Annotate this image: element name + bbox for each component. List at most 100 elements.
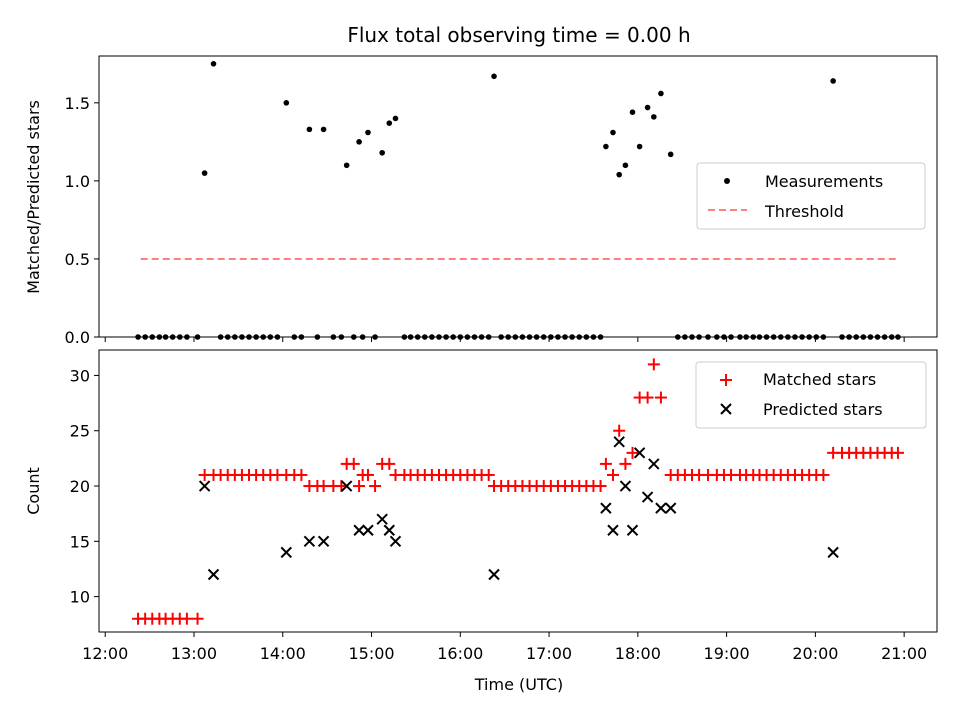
top-plot-frame <box>98 55 938 338</box>
chart-title: Flux total observing time = 0.00 h <box>347 23 690 47</box>
measurement-point <box>629 109 636 115</box>
predicted-star-point <box>303 535 316 548</box>
predicted-star-point <box>641 491 654 503</box>
matched-star-point <box>191 612 204 625</box>
measurement-point <box>622 162 629 169</box>
measurement-point <box>491 73 497 80</box>
predicted-star-point <box>664 502 677 514</box>
matched-star-point <box>619 457 632 470</box>
predicted-star-point <box>207 568 220 581</box>
predicted-star-point <box>362 524 374 536</box>
legend-predicted-marker <box>720 403 732 415</box>
predicted-star-point <box>389 535 402 548</box>
matched-star-point <box>383 457 396 470</box>
matched-star-point <box>599 457 612 470</box>
top-y-tick-label: 1.0 <box>65 172 90 191</box>
measurement-point <box>201 170 208 176</box>
predicted-star-point <box>655 502 667 514</box>
predicted-star-point <box>607 524 619 536</box>
matched-star-point <box>369 480 382 493</box>
legend-measurements-label: Measurements <box>765 172 883 191</box>
measurement-point <box>610 129 616 136</box>
bottom-legend: Matched stars Predicted stars <box>695 361 927 429</box>
legend-matched-marker <box>720 374 732 386</box>
measurement-point <box>386 120 393 126</box>
x-tick-label: 16:00 <box>437 644 483 663</box>
bottom-y-tick-label: 25 <box>70 422 90 441</box>
top-y-tick-label: 1.5 <box>65 94 90 113</box>
predicted-star-point <box>633 447 646 459</box>
predicted-star-point <box>383 524 395 536</box>
x-tick-label: 17:00 <box>526 644 572 663</box>
matched-star-point <box>606 468 619 481</box>
measurement-point <box>379 149 385 156</box>
measurement-point <box>365 129 371 136</box>
predicted-star-point <box>376 513 388 525</box>
measurement-point <box>306 126 313 133</box>
legend-matched-label: Matched stars <box>763 370 876 389</box>
bottom-y-tick-label: 30 <box>70 366 90 385</box>
legend-threshold-label: Threshold <box>764 202 844 221</box>
matched-star-point <box>613 424 626 437</box>
x-tick-label: 12:00 <box>82 644 128 663</box>
matched-star-point <box>626 446 639 459</box>
bottom-y-axis-label: Count <box>24 467 43 515</box>
matched-star-point <box>647 358 660 371</box>
predicted-star-point <box>626 524 639 536</box>
legend-predicted-label: Predicted stars <box>763 400 883 419</box>
measurement-point <box>658 90 664 97</box>
legend-measurements-marker <box>724 178 730 184</box>
measurement-point <box>392 115 399 122</box>
top-y-axis-label: Matched/Predicted stars <box>24 100 43 294</box>
measurement-point <box>603 143 609 150</box>
predicted-star-point <box>827 546 839 559</box>
x-axis-label: Time (UTC) <box>474 675 563 694</box>
predicted-star-point <box>648 458 660 470</box>
x-tick-label: 20:00 <box>792 644 838 663</box>
x-tick-label: 19:00 <box>704 644 750 663</box>
measurement-point <box>830 78 836 84</box>
predicted-star-point <box>488 568 500 581</box>
matched-star-point <box>347 457 360 470</box>
matched-star-point <box>482 468 495 481</box>
bottom-plot: 10 15 20 25 30 12:00 13:00 14:00 15:00 16:00 17:00… <box>70 358 927 663</box>
predicted-star-point <box>353 524 365 536</box>
bottom-y-tick-label: 20 <box>70 477 90 496</box>
matched-star-point <box>594 480 607 493</box>
matched-star-point <box>654 391 667 404</box>
predicted-star-point <box>613 436 625 448</box>
measurement-point <box>283 100 290 106</box>
bottom-y-tick-label: 10 <box>70 588 90 607</box>
x-tick-label: 18:00 <box>615 644 661 663</box>
top-legend: Measurements Threshold <box>696 162 926 230</box>
measurement-point <box>616 171 622 178</box>
measurement-point <box>667 151 674 158</box>
bottom-legend-box <box>695 361 927 429</box>
measurement-point <box>343 162 350 169</box>
x-tick-label: 15:00 <box>348 644 394 663</box>
matched-star-point <box>295 468 308 481</box>
predicted-star-point <box>340 480 353 492</box>
bottom-plot-frame <box>98 349 938 633</box>
matched-star-point <box>180 612 193 625</box>
bottom-y-tick-label: 15 <box>70 532 90 551</box>
measurement-point <box>356 139 362 145</box>
x-tick-label: 21:00 <box>881 644 927 663</box>
matched-star-point <box>817 468 830 481</box>
measurement-point <box>320 126 327 133</box>
top-legend-box <box>696 162 926 230</box>
predicted-star-point <box>317 535 330 548</box>
measurement-point <box>210 61 217 67</box>
matched-star-point <box>891 446 904 459</box>
top-y-tick-label: 0.0 <box>65 328 90 347</box>
matched-star-point <box>641 391 654 404</box>
top-y-tick-label: 0.5 <box>65 250 90 269</box>
measurement-point <box>644 104 651 111</box>
predicted-star-point <box>619 480 632 492</box>
matched-star-point <box>353 480 366 493</box>
predicted-star-point <box>198 480 211 492</box>
x-tick-label: 13:00 <box>171 644 217 663</box>
predicted-star-point <box>600 502 612 514</box>
